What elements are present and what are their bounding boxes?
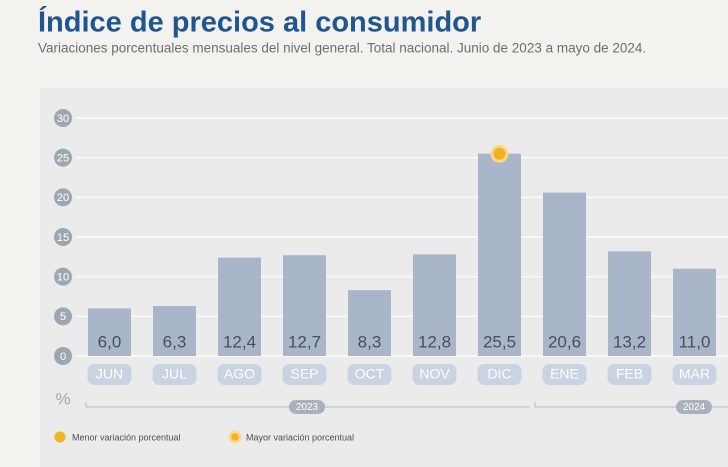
value-label: 8,3 bbox=[358, 332, 382, 351]
y-tick-label: 0 bbox=[60, 351, 66, 363]
category-pill bbox=[282, 364, 327, 385]
y-tick-badge bbox=[54, 228, 72, 246]
y-tick-label: 25 bbox=[57, 153, 69, 165]
value-label: 12,7 bbox=[288, 332, 321, 351]
bar bbox=[153, 306, 196, 356]
bar bbox=[88, 308, 131, 356]
bar bbox=[673, 268, 716, 356]
category-pill bbox=[672, 364, 717, 385]
year-pill bbox=[289, 400, 325, 414]
value-label: 20,6 bbox=[548, 332, 581, 351]
bar bbox=[283, 255, 326, 356]
max-marker bbox=[490, 144, 509, 163]
y-tick-label: 15 bbox=[57, 232, 69, 244]
value-label: 25,5 bbox=[483, 332, 516, 351]
chart-subtitle: Variaciones porcentuales mensuales del n… bbox=[38, 41, 646, 56]
legend-swatch bbox=[228, 430, 242, 444]
category-pill bbox=[217, 364, 262, 385]
value-label: 12,8 bbox=[418, 332, 451, 351]
x-tick-label: JUL bbox=[162, 366, 187, 382]
x-tick-label: MAR bbox=[679, 366, 710, 382]
year-label: 2023 bbox=[296, 402, 319, 413]
bar bbox=[543, 192, 586, 356]
value-label: 6,0 bbox=[98, 332, 122, 351]
y-tick-badge bbox=[54, 109, 72, 127]
x-tick-label: NOV bbox=[419, 366, 450, 382]
category-pill bbox=[152, 364, 197, 385]
year-pill bbox=[676, 400, 712, 414]
category-pill bbox=[477, 364, 522, 385]
x-tick-label: OCT bbox=[355, 366, 385, 382]
x-tick-label: DIC bbox=[487, 366, 511, 382]
x-tick-label: JUN bbox=[96, 366, 123, 382]
category-pill bbox=[347, 364, 392, 385]
year-label: 2024 bbox=[683, 402, 706, 413]
legend-label: Mayor variación porcentual bbox=[246, 432, 354, 442]
y-tick-label: 20 bbox=[57, 192, 69, 204]
bar bbox=[608, 251, 651, 356]
legend-label: Menor variación porcentual bbox=[72, 432, 181, 442]
x-tick-label: ENE bbox=[550, 366, 579, 382]
bar bbox=[348, 290, 391, 356]
y-tick-label: 10 bbox=[57, 272, 69, 284]
bar bbox=[413, 254, 456, 356]
y-tick-badge bbox=[54, 307, 72, 326]
y-tick-label: 30 bbox=[57, 113, 69, 125]
y-unit: % bbox=[55, 389, 70, 408]
category-pill bbox=[412, 364, 457, 385]
y-tick-badge bbox=[54, 267, 72, 286]
category-pill bbox=[607, 364, 652, 385]
value-label: 6,3 bbox=[163, 332, 187, 351]
category-pill bbox=[542, 364, 587, 385]
value-label: 12,4 bbox=[223, 332, 256, 351]
y-tick-badge bbox=[54, 347, 72, 365]
y-tick-badge bbox=[54, 148, 72, 167]
category-pill bbox=[87, 364, 132, 385]
chart-title: Índice de precios al consumidor bbox=[38, 5, 481, 39]
bar bbox=[218, 257, 261, 356]
bar bbox=[478, 153, 521, 356]
x-tick-label: SEP bbox=[290, 366, 318, 382]
legend-swatch bbox=[54, 431, 66, 443]
y-tick-badge bbox=[54, 188, 72, 207]
value-label: 13,2 bbox=[613, 332, 646, 351]
x-tick-label: FEB bbox=[616, 366, 643, 382]
value-label: 11,0 bbox=[679, 332, 711, 351]
y-tick-label: 5 bbox=[60, 311, 66, 323]
x-tick-label: AGO bbox=[224, 366, 255, 382]
